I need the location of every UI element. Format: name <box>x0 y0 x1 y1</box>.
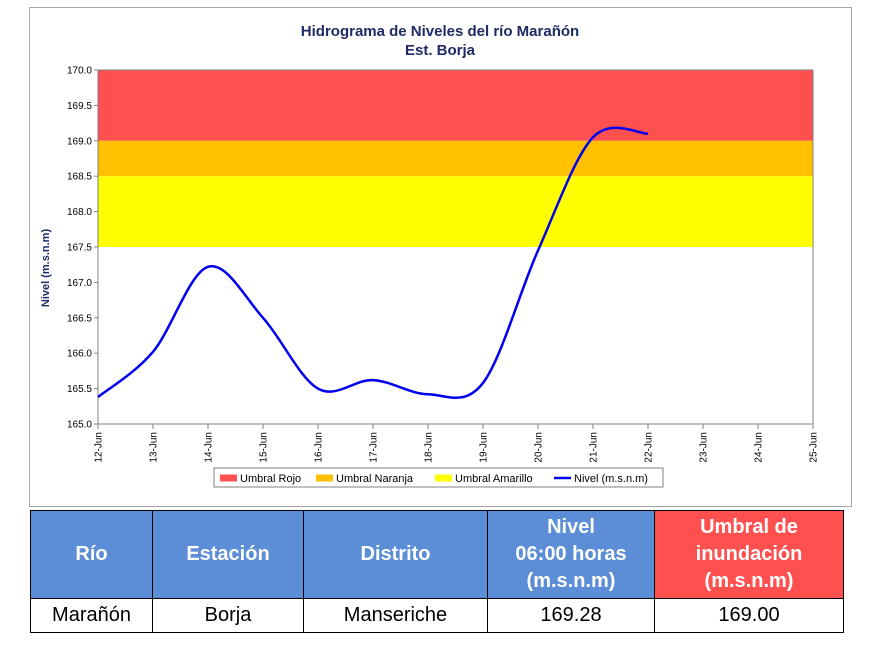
chart-title: Hidrograma de Niveles del río Marañón <box>301 23 579 40</box>
table-row: Marañón Borja Manseriche 169.28 169.00 <box>30 598 844 633</box>
hydrograph-chart: Hidrograma de Niveles del río Marañón Es… <box>40 23 820 488</box>
y-tick-label: 168.0 <box>67 207 92 218</box>
legend-label: Nivel (m.s.n.m) <box>574 473 648 485</box>
y-tick-label: 168.5 <box>67 172 92 183</box>
legend-label: Umbral Rojo <box>240 473 301 485</box>
table-header-row: Río Estación Distrito Nivel 06:00 horas … <box>30 510 844 599</box>
legend-swatch <box>316 474 333 482</box>
y-tick-label: 169.0 <box>67 136 92 147</box>
legend-label: Umbral Amarillo <box>455 473 533 485</box>
cell-nivel: 169.28 <box>487 598 655 633</box>
cell-umbral: 169.00 <box>654 598 844 633</box>
header-nivel: Nivel 06:00 horas (m.s.n.m) <box>487 510 655 599</box>
x-tick-label: 12-Jun <box>94 432 105 463</box>
x-tick-label: 19-Jun <box>479 432 490 463</box>
legend-swatch <box>435 474 452 482</box>
station-info-table: Río Estación Distrito Nivel 06:00 horas … <box>30 510 844 633</box>
chart-frame: Hidrograma de Niveles del río Marañón Es… <box>29 7 852 507</box>
y-tick-label: 165.5 <box>67 384 92 395</box>
y-tick-label: 166.5 <box>67 313 92 324</box>
band-umbral-amarillo <box>98 176 813 247</box>
chart-subtitle: Est. Borja <box>405 42 476 59</box>
header-umbral-inundacion: Umbral de inundación (m.s.n.m) <box>654 510 844 599</box>
header-distrito: Distrito <box>303 510 488 599</box>
x-tick-label: 21-Jun <box>589 432 600 463</box>
y-tick-label: 167.5 <box>67 243 92 254</box>
x-tick-label: 13-Jun <box>149 432 160 463</box>
legend-swatch <box>220 474 237 482</box>
x-tick-label: 20-Jun <box>534 432 545 463</box>
x-tick-label: 23-Jun <box>699 432 710 463</box>
y-tick-label: 170.0 <box>67 66 92 77</box>
cell-rio: Marañón <box>30 598 153 633</box>
x-tick-label: 18-Jun <box>424 432 435 463</box>
cell-estacion: Borja <box>152 598 304 633</box>
header-estacion: Estación <box>152 510 304 599</box>
x-tick-label: 14-Jun <box>204 432 215 463</box>
band-umbral-naranja <box>98 140 813 177</box>
x-tick-label: 22-Jun <box>644 432 655 463</box>
y-tick-label: 167.0 <box>67 278 92 289</box>
x-tick-label: 16-Jun <box>314 432 325 463</box>
x-tick-label: 24-Jun <box>754 432 765 463</box>
y-axis-label: Nivel (m.s.n.m) <box>40 229 52 308</box>
y-tick-label: 166.0 <box>67 349 92 360</box>
header-rio: Río <box>30 510 153 599</box>
legend-label: Umbral Naranja <box>336 473 414 485</box>
y-tick-label: 169.5 <box>67 101 92 112</box>
band-umbral-rojo <box>98 70 813 141</box>
cell-distrito: Manseriche <box>303 598 488 633</box>
x-tick-label: 15-Jun <box>259 432 270 463</box>
y-tick-label: 165.0 <box>67 420 92 431</box>
x-tick-label: 17-Jun <box>369 432 380 463</box>
x-tick-label: 25-Jun <box>809 432 820 463</box>
